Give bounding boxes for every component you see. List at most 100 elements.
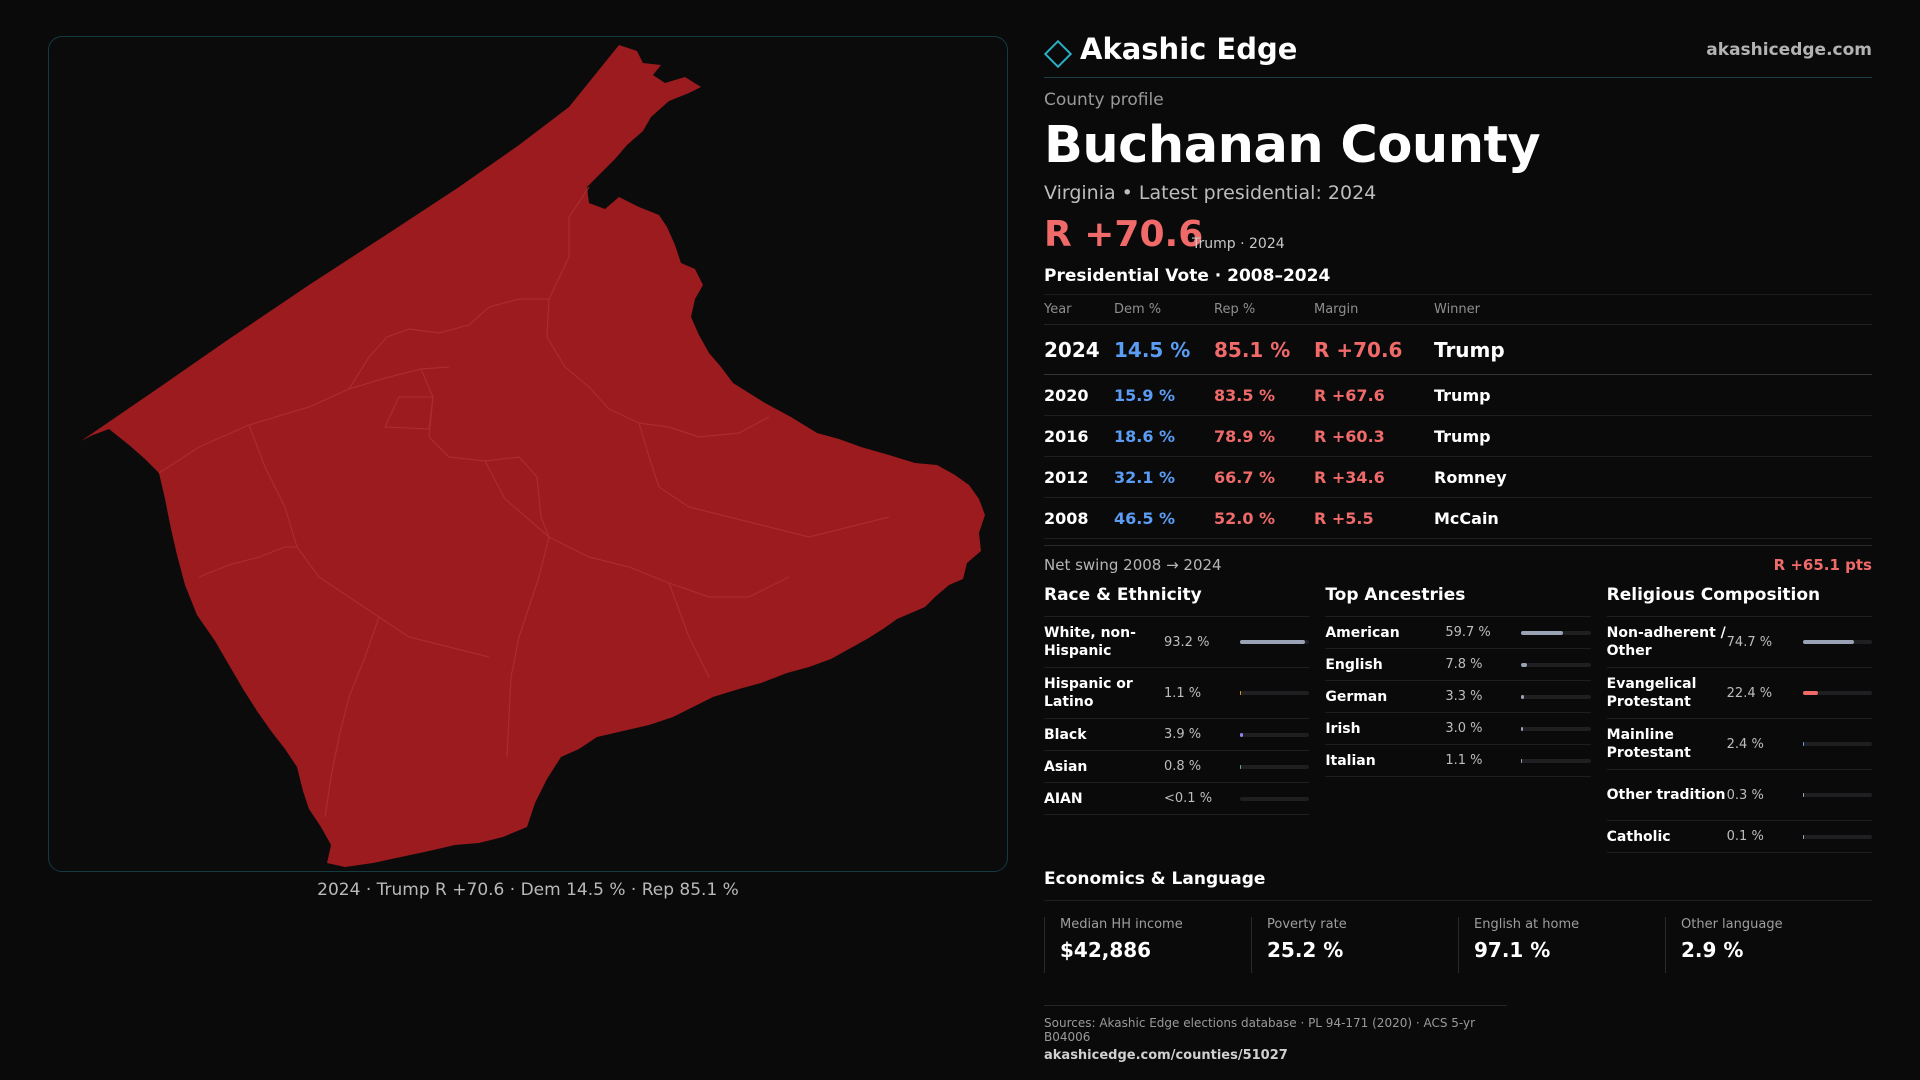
share-bar [1521,758,1591,763]
page-kicker: County profile [1044,90,1164,110]
list-item: American 59.7 % [1325,617,1591,649]
share-bar-fill [1802,834,1804,839]
item-value: 0.8 % [1164,759,1202,774]
sources-footer: Sources: Akashic Edge elections database… [1044,1005,1507,1063]
econ-card-poverty: Poverty rate 25.2 % [1251,917,1458,973]
list-item: Other tradition 0.3 % [1606,770,1872,821]
item-value: 3.0 % [1445,721,1483,736]
net-swing-value: R +65.1 pts [1773,556,1872,574]
list-item: German 3.3 % [1325,681,1591,713]
item-label: Italian [1325,752,1376,769]
item-label: Catholic [1606,828,1671,845]
row-rep: 85.1 % [1214,324,1314,375]
item-label: AIAN [1044,790,1083,807]
share-bar-fill [1240,691,1242,695]
item-value: 7.8 % [1445,657,1483,672]
col-year: Year [1044,294,1114,325]
row-year: 2020 [1044,374,1114,416]
share-bar-fill [1802,793,1804,797]
brand-url-link[interactable]: akashicedge.com [1706,40,1872,60]
row-year: 2012 [1044,456,1114,498]
item-label: Black [1044,726,1087,743]
item-value: 74.7 % [1726,634,1773,650]
share-bar-fill [1802,691,1819,695]
share-bar [1802,742,1872,746]
item-value: 3.3 % [1445,689,1483,704]
row-margin: R +70.6 [1314,324,1434,375]
race-section-title: Race & Ethnicity [1044,585,1310,617]
row-margin: R +67.6 [1314,374,1434,416]
item-value: 1.1 % [1164,685,1202,701]
econ-label: Poverty rate [1267,917,1347,932]
share-bar-fill [1240,732,1243,737]
econ-value: 2.9 % [1681,938,1744,962]
item-label: White, non-Hispanic [1044,625,1136,659]
ancestry-section-title: Top Ancestries [1325,585,1591,617]
district-borders [158,186,890,818]
list-item: White, non-Hispanic 93.2 % [1044,617,1310,668]
list-item: Mainline Protestant 2.4 % [1606,719,1872,770]
econ-label: English at home [1474,917,1580,932]
item-label: English [1325,656,1383,673]
item-label: Other tradition [1606,787,1726,803]
list-item: Asian 0.8 % [1044,751,1310,783]
votes-table: Year Dem % Rep % Margin Winner 2024 14.5… [1044,294,1872,539]
row-year: 2008 [1044,497,1114,539]
row-dem: 14.5 % [1114,324,1214,375]
table-row: 2016 18.6 % 78.9 % R +60.3 Trump [1044,415,1872,457]
item-value: 0.3 % [1726,787,1764,803]
brand-name[interactable]: Akashic Edge [1080,32,1298,66]
row-rep: 83.5 % [1214,374,1314,416]
share-bar [1521,694,1591,699]
list-item: AIAN <0.1 % [1044,783,1310,815]
county-url-link[interactable]: akashicedge.com/counties/51027 [1044,1048,1288,1063]
list-item: English 7.8 % [1325,649,1591,681]
row-dem: 15.9 % [1114,374,1214,416]
net-swing-label: Net swing 2008 → 2024 [1044,556,1222,574]
row-rep: 66.7 % [1214,456,1314,498]
col-margin: Margin [1314,294,1434,325]
county-map-svg [81,45,985,867]
row-winner: Romney [1434,456,1872,498]
econ-card-english: English at home 97.1 % [1458,917,1665,973]
share-bar-fill [1240,640,1305,644]
item-label: Irish [1325,720,1361,737]
economics-section-title: Economics & Language [1044,869,1872,901]
net-swing-row: Net swing 2008 → 2024 R +65.1 pts [1044,545,1872,577]
item-value: 22.4 % [1726,685,1773,701]
county-shape[interactable] [81,45,985,867]
row-winner: McCain [1434,497,1872,539]
col-dem: Dem % [1114,294,1214,325]
economics-cards: Median HH income $42,886 Poverty rate 25… [1044,917,1872,973]
share-bar [1802,793,1872,797]
share-bar [1521,662,1591,667]
headline-margin: R +70.6 [1044,214,1204,255]
row-margin: R +5.5 [1314,497,1434,539]
row-winner: Trump [1434,324,1872,375]
econ-label: Other language [1681,917,1783,932]
share-bar [1240,796,1310,801]
item-value: 59.7 % [1445,625,1491,640]
table-row: 2008 46.5 % 52.0 % R +5.5 McCain [1044,497,1872,539]
item-value: 2.4 % [1726,736,1764,752]
econ-label: Median HH income [1060,917,1183,932]
row-year: 2016 [1044,415,1114,457]
list-item: Irish 3.0 % [1325,713,1591,745]
share-bar-fill [1521,662,1527,667]
diamond-outline-icon [1043,39,1073,69]
share-bar [1240,764,1310,769]
list-item: Italian 1.1 % [1325,745,1591,777]
row-dem: 46.5 % [1114,497,1214,539]
econ-value: $42,886 [1060,938,1152,962]
demographics-columns: Race & Ethnicity White, non-Hispanic 93.2… [1044,585,1872,853]
row-winner: Trump [1434,415,1872,457]
share-bar-fill [1521,630,1563,635]
econ-card-income: Median HH income $42,886 [1044,917,1251,973]
county-map[interactable] [48,36,1008,872]
item-value: 3.9 % [1164,727,1202,742]
econ-value: 97.1 % [1474,938,1551,962]
table-row: 2024 14.5 % 85.1 % R +70.6 Trump [1044,324,1872,375]
item-value: 93.2 % [1164,634,1210,650]
county-profile-panel: Akashic Edge akashicedge.com County prof… [1043,28,1872,1063]
list-item: Evangelical Protestant 22.4 % [1606,668,1872,719]
